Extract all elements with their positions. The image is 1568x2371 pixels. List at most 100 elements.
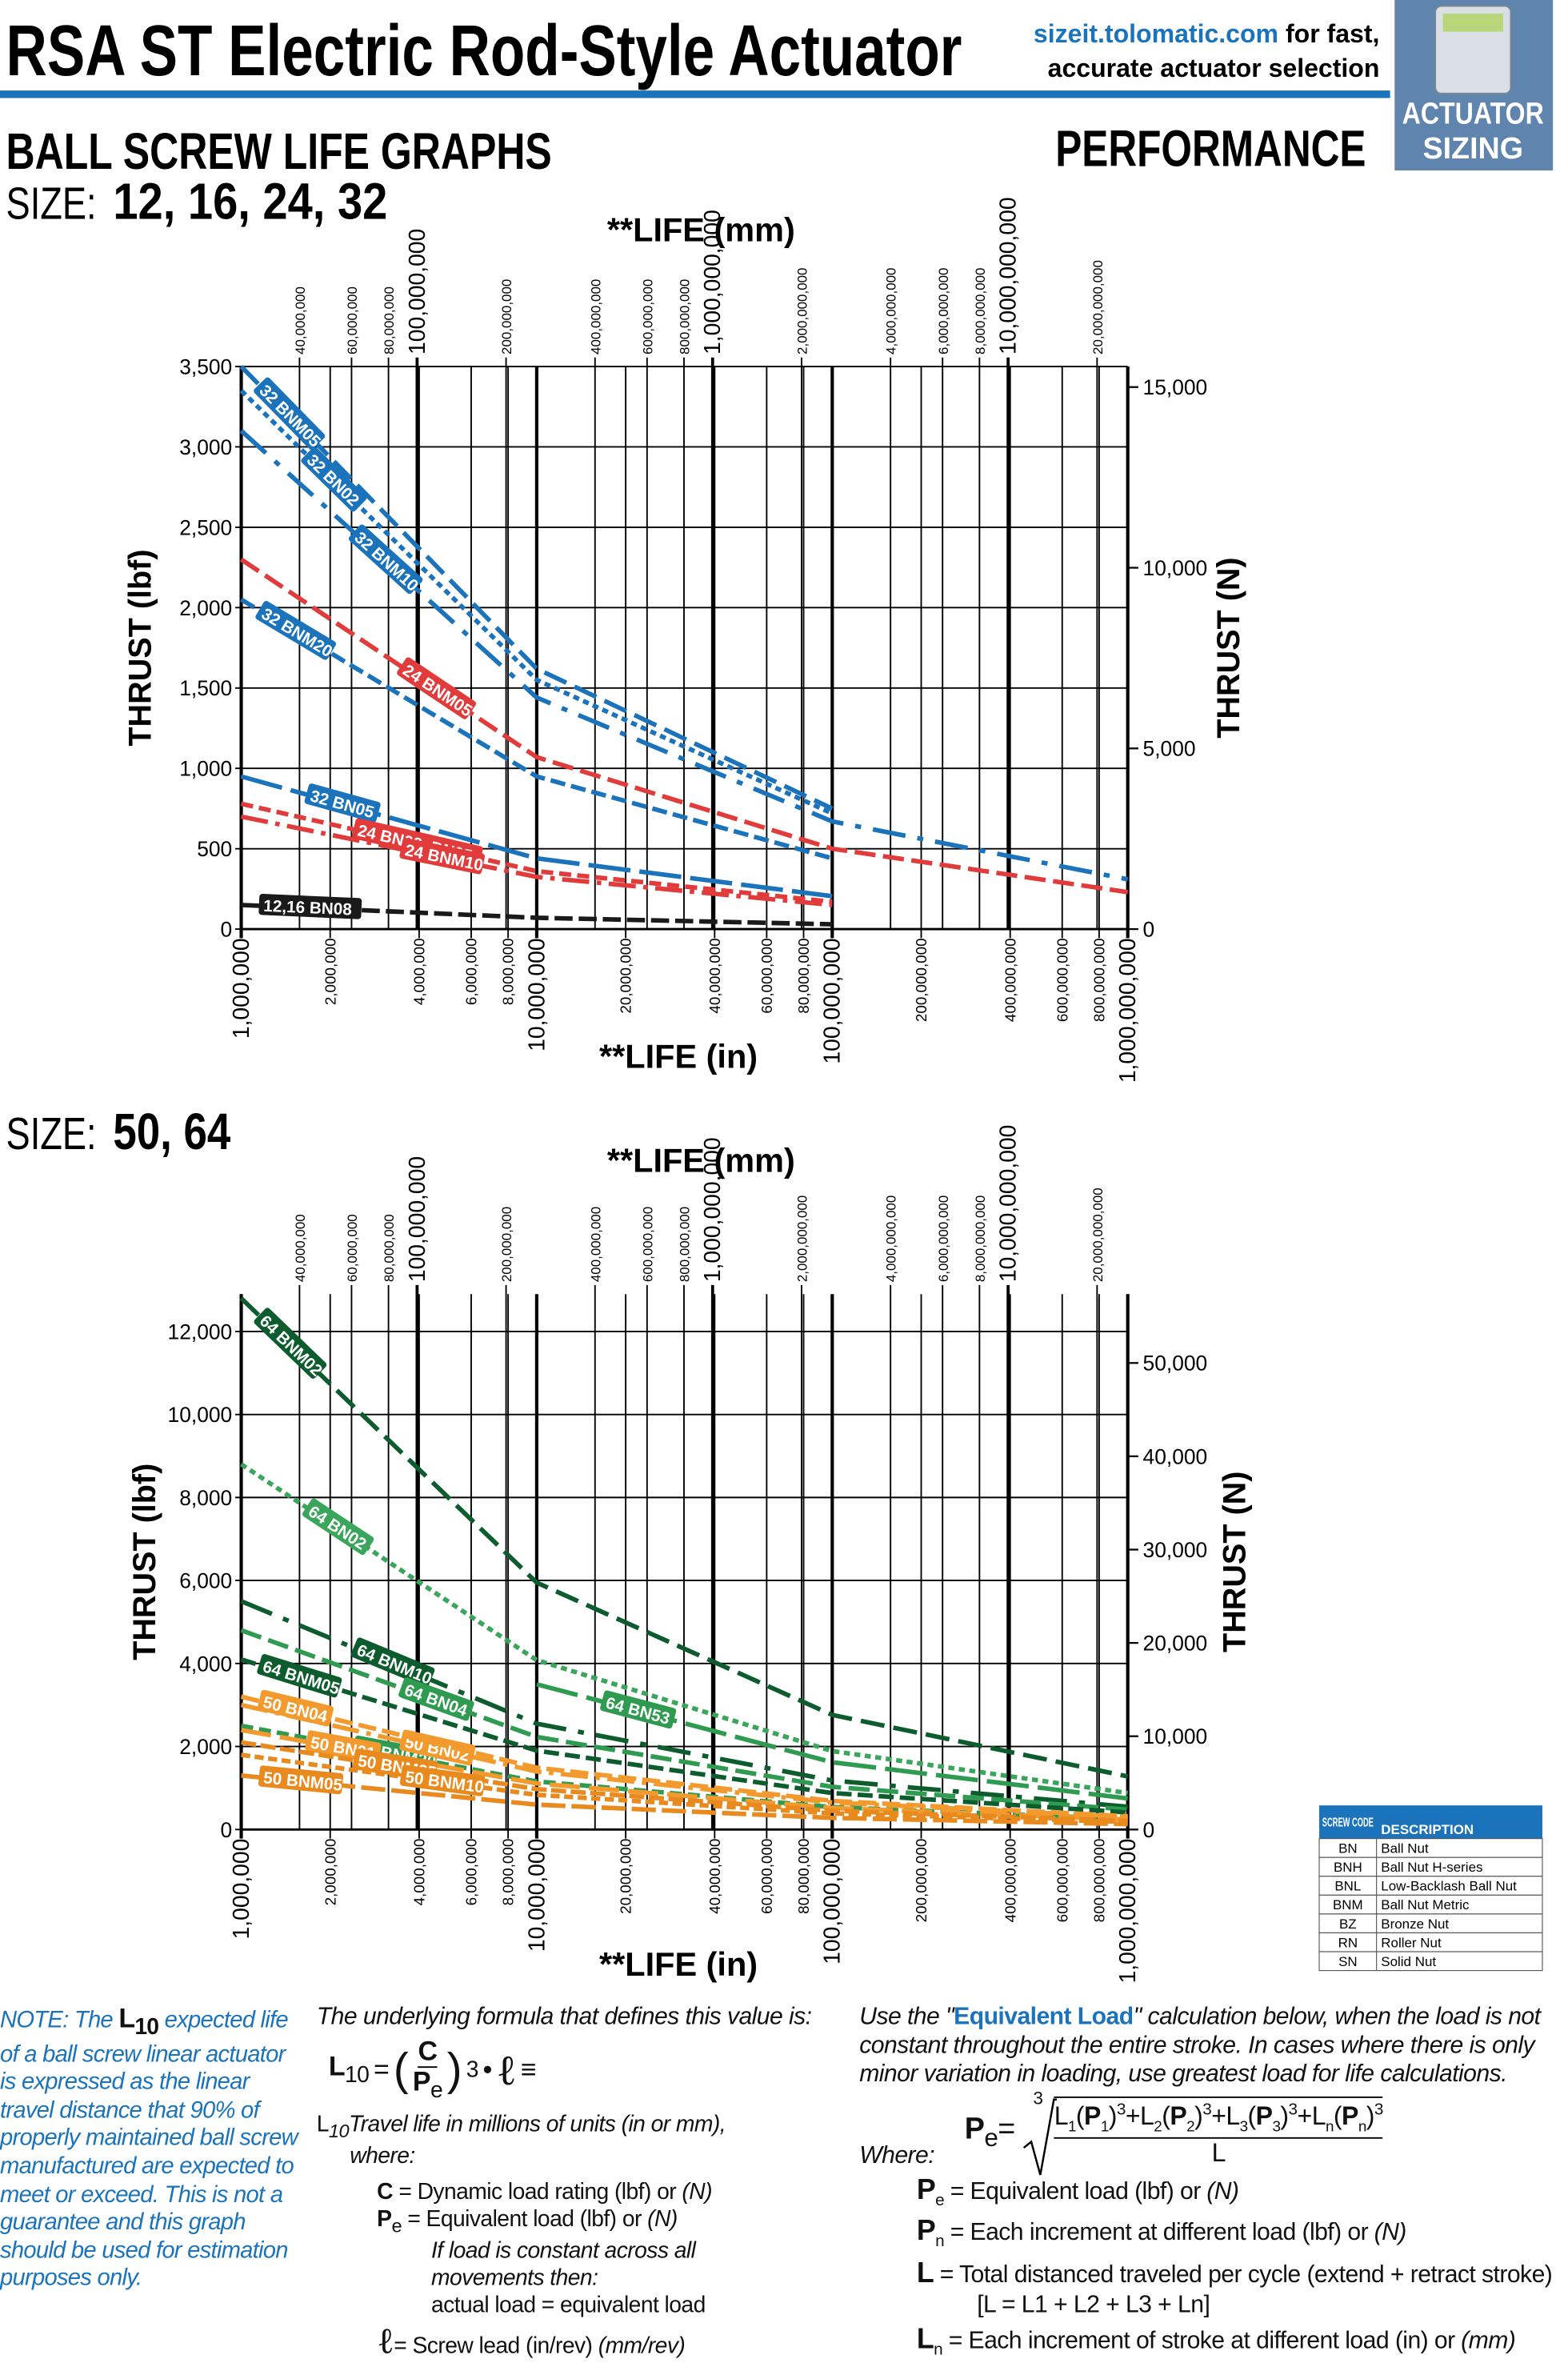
y-tick-label: 6,000 — [179, 1569, 232, 1593]
screw-code-table: SCREW CODE DESCRIPTION BN Ball Nut BNH Ball N… — [1318, 1805, 1543, 1972]
subtitle: 50, 64 — [113, 1103, 230, 1160]
eq-op: ( — [1075, 2101, 1085, 2131]
f-op: • — [482, 2054, 493, 2085]
formula-block: The underlying formula that defines this… — [317, 2005, 852, 2364]
y-axis-title: THRUST (lbf) — [127, 1464, 162, 1660]
series-label-box — [258, 894, 362, 919]
def-sub: e — [935, 2191, 945, 2210]
def-unit: (N) — [1206, 2179, 1239, 2205]
x-tick-label: 200,000,000 — [913, 938, 930, 1022]
legend-entry: 12,16 BN08 — [263, 897, 352, 919]
f-frac: C Pe — [413, 2036, 443, 2103]
table-cell: BN — [1338, 1841, 1358, 1856]
eq-term: Equivalent Load — [954, 2004, 1134, 2031]
eq-sub: 3 — [1272, 2119, 1281, 2136]
x-tick-label: 10,000,000 — [523, 1839, 549, 1952]
y-tick-label: 500 — [197, 837, 232, 861]
eq-def: Ln = Each increment of stroke at differen… — [917, 2325, 1568, 2361]
y-tick-label: 10,000 — [168, 1403, 233, 1427]
series-label-box — [600, 1690, 677, 1729]
x2-tick-label: 200,000,000 — [499, 279, 514, 354]
equivalent-column: Use the "Equivalent Load" calculation be… — [859, 2003, 1568, 2361]
y2-tick-label: 10,000 — [1143, 556, 1208, 580]
radical-sign — [1023, 2098, 1058, 2176]
x-tick-label: 100,000,000 — [819, 1839, 845, 1964]
f-lead: ℓ — [496, 2045, 517, 2096]
x-axis-title: **LIFE (in) — [599, 1945, 758, 1983]
series-label: 32 BN05 — [304, 783, 381, 823]
eq-op: ) — [1194, 2101, 1203, 2131]
x-tick-label: 2,000,000 — [322, 1839, 338, 1906]
y-tick-label: 2,500 — [179, 515, 232, 539]
y-tick-label: 3,000 — [179, 435, 232, 459]
link[interactable]: sizeit.tolomatic.com — [1034, 19, 1278, 48]
table-cell: Roller Nut — [1381, 1935, 1442, 1950]
y2-tick-label: 0 — [1143, 917, 1155, 941]
eq-root-index: 3 — [1033, 2087, 1043, 2109]
x-tick-label: 80,000,000 — [795, 938, 812, 1013]
def-l10: L10Travel life in millions of units (in … — [317, 2113, 852, 2172]
eq-op: + — [1125, 2101, 1141, 2131]
f-num: C — [418, 2036, 438, 2069]
eq-intro-pre: Use the " — [859, 2004, 954, 2031]
table-cell: SN — [1338, 1954, 1358, 1969]
eq-term-l: L — [1054, 2101, 1069, 2131]
y2-axis-title: THRUST (N) — [1218, 1472, 1253, 1652]
page-title: RSA ST Electric Rod-Style Actuator — [6, 10, 962, 91]
series-label-box — [257, 1654, 342, 1698]
x2-tick-label: 60,000,000 — [345, 286, 360, 354]
eq-exp: 3 — [1374, 2101, 1384, 2120]
def-where: where: — [350, 2144, 415, 2170]
f-lhs: L — [328, 2051, 346, 2082]
eq-op: ) — [1366, 2101, 1375, 2131]
def-lead: ℓ= Screw lead (in/rev) (mm/rev) — [377, 2321, 852, 2364]
table-header-text: SCREW CODE — [1322, 1816, 1374, 1830]
x-tick-label: 20,000,000 — [618, 1839, 634, 1914]
y-tick-label: 0 — [221, 917, 233, 941]
eq-root: 3 L1(P1)3+L2(P2)3+L3(P3)3+Ln(Pn)3 L — [1021, 2088, 1384, 2176]
eq-sub: 1 — [1067, 2119, 1077, 2136]
eq-intro: Use the "Equivalent Load" calculation be… — [859, 2003, 1568, 2089]
x2-tick-label: 200,000,000 — [499, 1207, 514, 1282]
series-label: 64 BNM10 — [350, 1637, 435, 1688]
def-text: = Equivalent load (lbf) or — [407, 2207, 642, 2233]
eq-defs: Pe = Equivalent load (lbf) or (N) Pn = Each … — [917, 2174, 1568, 2361]
def-text: = Equivalent load (lbf) or — [950, 2179, 1202, 2205]
formula: L10 = ( C Pe ) 3 • ℓ ≡ — [328, 2036, 852, 2103]
def-note: If load is constant across all movements… — [431, 2238, 696, 2292]
eq-op: ) — [1280, 2101, 1289, 2131]
note-prefix: NOTE: The — [0, 2007, 114, 2033]
eq-term-p: P — [1170, 2101, 1187, 2131]
f-sub: 10 — [345, 2062, 370, 2089]
series-label: 32 BN02 — [301, 447, 367, 512]
eq-num: L1(P1)3+L2(P2)3+L3(P3)3+Ln(Pn)3 — [1054, 2101, 1384, 2139]
series-line — [240, 1694, 1128, 1819]
x-tick-label: 6,000,000 — [463, 1839, 480, 1906]
eq-formula: Where: Pe= 3 L1(P1)3+L2(P2)3+L3(P3)3+Ln(… — [859, 2088, 1568, 2176]
l-sub: 10 — [134, 2014, 159, 2041]
table-cell: Ball Nut Metric — [1381, 1897, 1470, 1912]
eq-lhs: Pe= — [965, 2112, 1016, 2154]
def-sub: 10 — [328, 2121, 350, 2143]
x-tick-label: 8,000,000 — [500, 938, 517, 1005]
eq-op: + — [1211, 2101, 1226, 2131]
def-text: = Each increment of stroke at different … — [948, 2329, 1456, 2356]
x-tick-label: 1,000,000,000 — [1114, 1839, 1140, 1984]
x-tick-label: 4,000,000 — [411, 938, 428, 1005]
def-text: = Dynamic load rating (lbf) or — [398, 2180, 677, 2206]
x-tick-label: 20,000,000 — [618, 938, 634, 1013]
def-unit: (N) — [647, 2207, 678, 2233]
y2-tick-label: 0 — [1143, 1818, 1155, 1842]
def-text: = Total distanced traveled per cycle (ex… — [939, 2261, 1553, 2288]
badge-text: SIZING — [1422, 131, 1523, 165]
legend-entry: 64 BNM02 — [256, 1312, 326, 1380]
eq-frac: L1(P1)3+L2(P2)3+L3(P3)3+Ln(Pn)3 L — [1054, 2096, 1384, 2169]
def-text: = Each increment at different load (lbf)… — [950, 2220, 1369, 2246]
x2-tick-label: 2,000,000,000 — [795, 1196, 810, 1282]
series-line — [240, 1657, 1128, 1815]
eq-sub: n — [1358, 2119, 1367, 2136]
def-sym: ℓ — [377, 2320, 394, 2363]
x2-tick-label: 60,000,000 — [345, 1214, 360, 1282]
def-text: [L = L1 + L2 + L3 + Ln] — [977, 2293, 1210, 2319]
series-line — [240, 1628, 1128, 1812]
